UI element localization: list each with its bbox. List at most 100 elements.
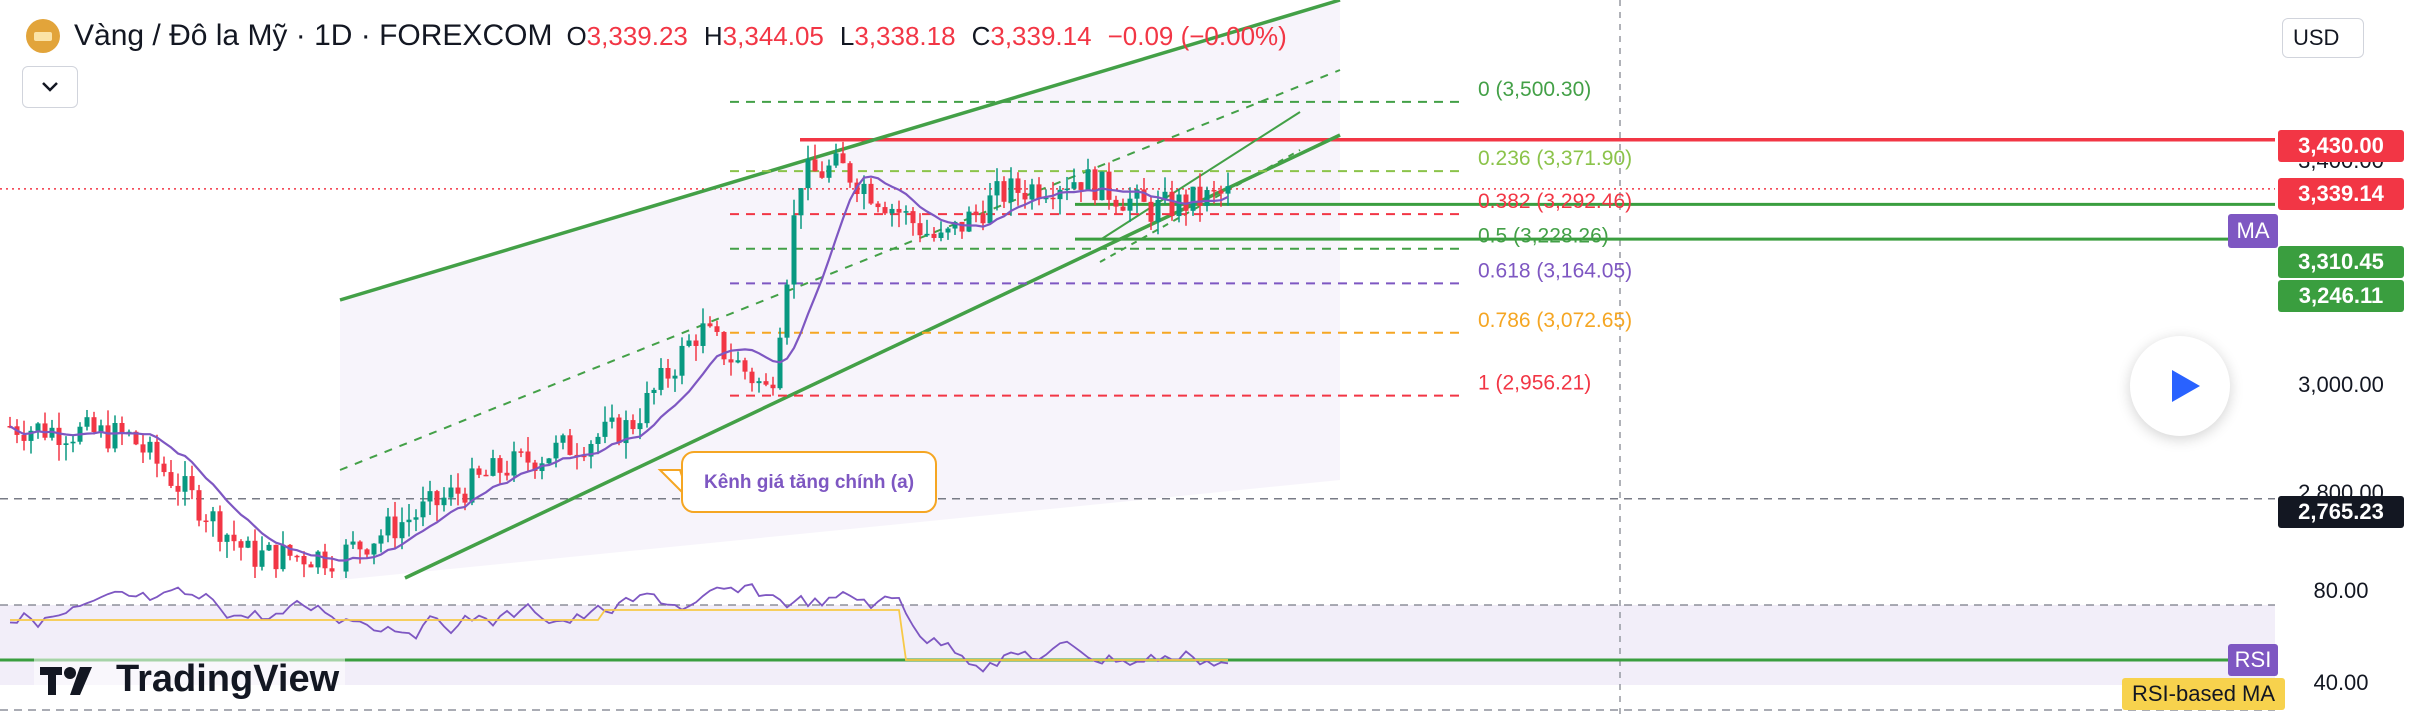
rsi-band-background	[0, 605, 2275, 685]
candle-body	[504, 472, 510, 476]
candle-body	[420, 501, 426, 518]
candle-body	[819, 171, 825, 178]
candle-body	[28, 430, 34, 441]
candle-body	[700, 323, 706, 346]
candle-body	[238, 541, 244, 548]
candle-body	[728, 359, 734, 363]
candle-body	[931, 233, 937, 238]
candle-body	[182, 476, 188, 492]
rsi-ma-line	[10, 609, 1228, 661]
candle-body	[406, 519, 412, 523]
candle-body	[756, 381, 762, 384]
candle-body	[1043, 197, 1049, 200]
candle-body	[490, 458, 496, 476]
candle-body	[385, 516, 391, 536]
candle-body	[1127, 198, 1133, 211]
candle-body	[35, 423, 41, 431]
channel-upper-line	[339, 0, 1341, 302]
candle-body	[616, 417, 622, 444]
candle-body	[483, 474, 489, 477]
rsi-ma-label[interactable]: RSI-based MA	[2122, 678, 2286, 710]
candle-body	[1029, 184, 1035, 200]
candle-body	[448, 487, 454, 498]
candle-body	[798, 188, 804, 216]
candle-body	[357, 541, 363, 550]
candle-body	[952, 221, 958, 229]
candle-body	[623, 420, 629, 444]
candle-body	[413, 517, 419, 520]
tradingview-logo[interactable]: TradingView	[34, 658, 346, 701]
axis-tick-3000: 3,000.00	[2298, 372, 2384, 397]
candle-body	[63, 443, 69, 445]
candle-body	[259, 550, 265, 567]
candle-body	[301, 555, 307, 565]
candle-body	[567, 435, 573, 455]
fib-label-2: 0.382 (3,292.46)	[1478, 190, 1632, 213]
candle-body	[553, 442, 559, 459]
close-value: 3,339.14	[990, 20, 1092, 51]
candle-body	[21, 434, 27, 441]
ma-label[interactable]: MA	[2228, 214, 2278, 248]
candle-body	[917, 223, 923, 236]
price-tag-support-2[interactable]: 3,246.11	[2278, 280, 2404, 312]
collapse-legend-button[interactable]	[22, 66, 78, 108]
rsi-label[interactable]: RSI	[2228, 644, 2278, 676]
candle-body	[966, 211, 972, 232]
candle-body	[595, 436, 601, 444]
candle-body	[343, 544, 349, 572]
candle-body	[847, 163, 853, 183]
candle-body	[735, 360, 741, 363]
candle-body	[1204, 190, 1210, 206]
close-key: C	[971, 20, 991, 51]
candle-body	[1218, 190, 1224, 194]
candle-body	[1134, 189, 1140, 199]
candle-body	[742, 360, 748, 372]
price-tag-last[interactable]: 3,339.14	[2278, 178, 2404, 210]
gold-symbol-icon	[26, 19, 60, 53]
candle-body	[896, 208, 902, 213]
candle-body	[455, 487, 461, 494]
price-tag-level[interactable]: 2,765.23	[2278, 496, 2404, 528]
rsi-tick-80: 80.00	[2313, 578, 2369, 603]
candle-body	[679, 345, 685, 376]
candle-body	[161, 463, 167, 473]
candle-body	[924, 233, 930, 236]
currency-button[interactable]: USD	[2282, 18, 2364, 58]
price-tag-resistance[interactable]: 3,430.00	[2278, 130, 2404, 162]
chart-header: Vàng / Đô la Mỹ · 1D · FOREXCOM O3,339.2…	[26, 14, 1287, 58]
candle-body	[371, 543, 377, 555]
candle-body	[105, 425, 111, 449]
candle-body	[147, 441, 153, 453]
price-tag-support-1[interactable]: 3,310.45	[2278, 246, 2404, 278]
candle-body	[189, 476, 195, 491]
candle-body	[644, 392, 650, 424]
candle-body	[749, 371, 755, 384]
candle-body	[518, 451, 524, 453]
candle-body	[1197, 186, 1203, 206]
candle-body	[826, 165, 832, 178]
candle-body	[602, 421, 608, 437]
candle-body	[1050, 197, 1056, 200]
symbol-title[interactable]: Vàng / Đô la Mỹ · 1D · FOREXCOM	[74, 19, 553, 52]
candle-body	[812, 159, 818, 172]
candle-body	[721, 331, 727, 360]
candle-body	[714, 326, 720, 332]
candle-body	[133, 431, 139, 445]
candle-body	[1001, 181, 1007, 202]
candle-body	[1092, 169, 1098, 201]
candle-body	[434, 491, 440, 506]
candle-body	[665, 367, 671, 379]
candle-body	[294, 555, 300, 558]
candle-body	[707, 323, 713, 327]
candle-body	[154, 441, 160, 464]
candle-body	[378, 535, 384, 544]
candle-body	[959, 221, 965, 232]
candle-body	[658, 367, 664, 390]
high-key: H	[703, 20, 723, 51]
candle-body	[98, 425, 104, 433]
play-replay-button[interactable]	[2130, 336, 2230, 436]
candle-body	[140, 444, 146, 453]
candle-body	[364, 549, 370, 555]
candle-body	[196, 490, 202, 521]
